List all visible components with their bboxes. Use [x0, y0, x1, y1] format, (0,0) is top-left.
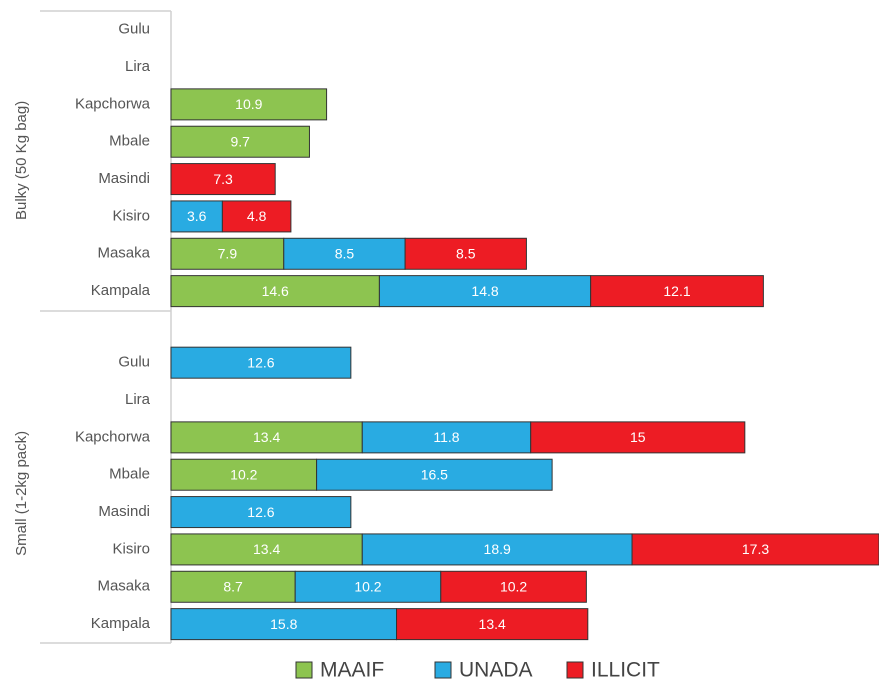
bar-segment: [170, 608, 398, 641]
legend-swatch: [295, 661, 313, 679]
value-label: 15: [630, 429, 646, 445]
category-label: Gulu: [118, 21, 150, 38]
category-label: Kapchorwa: [75, 428, 151, 445]
group-label: Small (1-2kg pack): [13, 431, 30, 556]
bar-segment: [170, 163, 276, 196]
value-label: 4.8: [247, 208, 267, 224]
category-label: Masaka: [97, 578, 150, 595]
bar-segment: [294, 570, 442, 603]
bar-segment: [378, 275, 592, 308]
bar-segment: [170, 237, 285, 270]
bar-segment: [170, 533, 363, 566]
bar-segment: [590, 275, 764, 308]
bar-segment: [170, 346, 352, 379]
value-label: 14.8: [471, 283, 498, 299]
value-label: 12.1: [663, 283, 690, 299]
group-label: Bulky (50 Kg bag): [13, 101, 30, 220]
category-label: Kapchorwa: [75, 95, 151, 112]
category-label: Mbale: [109, 133, 150, 150]
bar-segment: [170, 200, 223, 233]
value-label: 10.9: [235, 96, 262, 112]
value-label: 11.8: [433, 429, 459, 445]
value-label: 7.9: [218, 245, 238, 261]
value-label: 9.7: [230, 133, 250, 149]
bar-segment: [170, 496, 352, 529]
category-label: Masaka: [97, 245, 150, 262]
legend-swatch: [434, 661, 452, 679]
bar-segment: [170, 421, 363, 454]
category-label: Gulu: [118, 354, 150, 371]
bar-segment: [404, 237, 527, 270]
category-label: Kisiro: [112, 540, 150, 557]
legend-label: ILLICIT: [591, 659, 660, 682]
value-label: 10.2: [500, 578, 527, 594]
value-label: 13.4: [253, 429, 280, 445]
bar-segment: [316, 458, 553, 491]
value-label: 3.6: [187, 208, 207, 224]
legend-label: UNADA: [459, 659, 533, 682]
value-label: 7.3: [213, 171, 233, 187]
bar-segment: [170, 88, 328, 121]
bar-segment: [530, 421, 746, 454]
value-label: 18.9: [484, 541, 511, 557]
value-label: 12.6: [247, 354, 274, 370]
category-label: Kampala: [91, 615, 151, 632]
value-label: 8.5: [456, 245, 476, 261]
legend-label: MAAIF: [320, 659, 384, 682]
value-label: 10.2: [354, 578, 381, 594]
category-label: Masindi: [98, 170, 150, 187]
value-label: 8.7: [223, 578, 243, 594]
value-label: 8.5: [335, 245, 355, 261]
bar-segment: [170, 125, 310, 158]
value-label: 13.4: [479, 616, 506, 632]
bar-segment: [361, 421, 532, 454]
bar-segment: [631, 533, 879, 566]
category-label: Lira: [125, 58, 151, 75]
value-label: 16.5: [421, 466, 448, 482]
legend-swatch: [566, 661, 584, 679]
value-label: 17.3: [742, 541, 769, 557]
category-label: Kisiro: [112, 207, 150, 224]
category-label: Mbale: [109, 466, 150, 483]
category-label: Masindi: [98, 503, 150, 520]
value-label: 15.8: [270, 616, 297, 632]
value-label: 13.4: [253, 541, 280, 557]
value-label: 10.2: [230, 466, 257, 482]
category-label: Kampala: [91, 282, 151, 299]
value-label: 12.6: [247, 504, 274, 520]
bar-segment: [361, 533, 633, 566]
bar-segment: [170, 275, 380, 308]
bar-segment: [396, 608, 589, 641]
category-label: Lira: [125, 391, 151, 408]
bar-segment: [440, 570, 587, 603]
bar-segment: [221, 200, 292, 233]
value-label: 14.6: [262, 283, 289, 299]
